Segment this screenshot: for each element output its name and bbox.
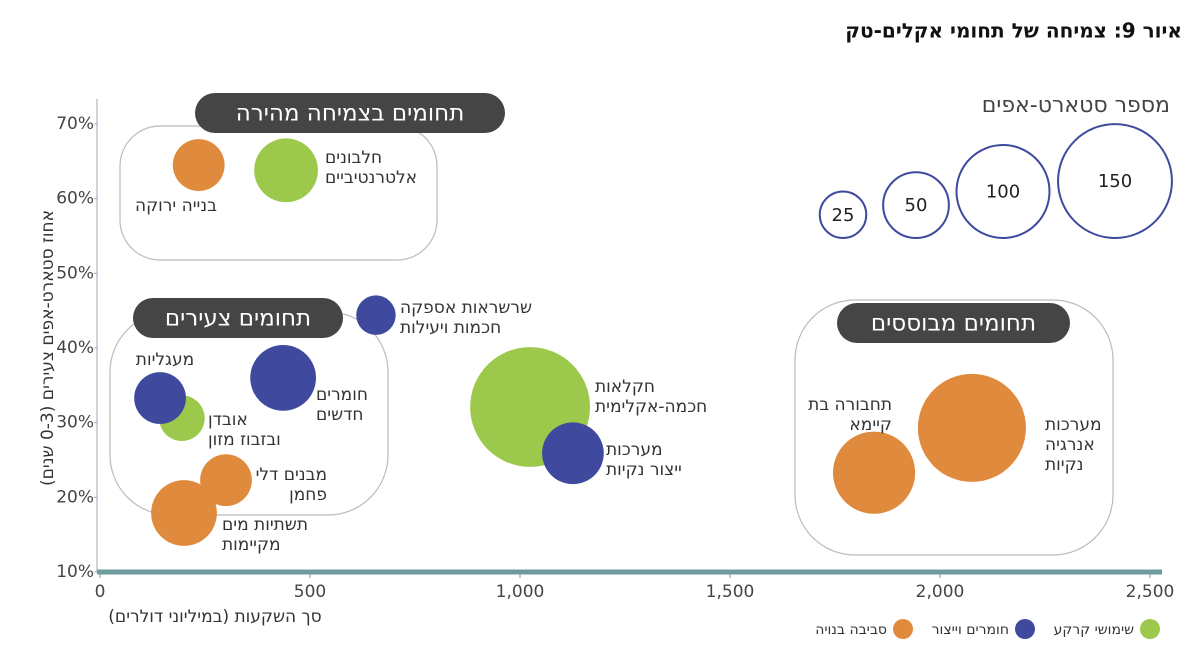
x-tick-label: 500 (294, 582, 326, 602)
bubble-label: תחבורה בת (808, 395, 892, 415)
bubble-label: חכמות ויעילות (400, 318, 501, 338)
bubble-label: אובדן (208, 410, 248, 430)
legend-marker (1015, 619, 1035, 639)
y-tick-label: 70% (56, 114, 94, 134)
bubble-label: מעגליות (136, 350, 194, 370)
bubble (917, 373, 1026, 482)
y-tick-label: 10% (56, 562, 94, 582)
bubble-label: מקיימות (222, 535, 281, 555)
y-tick-label: 50% (56, 263, 94, 283)
bubble-label: בנייה ירוקה (135, 196, 217, 216)
bubble (356, 295, 396, 335)
x-axis-label: סך השקעות (במיליוני דולרים) (108, 607, 321, 627)
group-label: תחומים מבוססים (871, 311, 1036, 337)
group-pill (195, 93, 505, 133)
x-tick-label: 2,500 (1126, 582, 1175, 602)
bubble-label: קיימא (849, 415, 892, 435)
bubble (134, 372, 186, 424)
bubble-label: חדשים (316, 405, 364, 425)
bubble-label: חקלאות (595, 377, 655, 397)
size-legend-circle (882, 171, 950, 240)
y-tick-label: 60% (56, 189, 94, 209)
legend-label: חומרים וייצור (932, 622, 1009, 638)
bubble-label: חלבונים (325, 148, 382, 168)
legend-label: סביבה בנויה (815, 622, 887, 638)
bubble (832, 431, 916, 514)
bubble-label: שרשראות אספקה (400, 298, 532, 318)
size-legend-label: 150 (1098, 171, 1132, 192)
bubble-label: ובזבוז מזון (208, 430, 281, 450)
y-tick-label: 30% (56, 413, 94, 433)
bubble-label: נקיות (1045, 455, 1083, 475)
bubble-label: פחמן (289, 485, 327, 505)
size-legend-label: 100 (986, 182, 1020, 203)
size-legend-label: 50 (905, 195, 928, 216)
chart-title: איור 9: צמיחה של תחומי אקלים-טק (845, 19, 1182, 43)
y-tick-label: 40% (56, 338, 94, 358)
bubble (254, 138, 318, 203)
size-legend-circle (955, 144, 1051, 239)
bubble-label: חומרים (316, 385, 368, 405)
y-axis-label: אחוז סטארט-אפים צעירים (0-3 שנים) (38, 210, 58, 486)
bubble-label: מערכות (1045, 415, 1102, 435)
size-legend-circle (1057, 123, 1173, 239)
bubble-label: אנרגיה (1045, 435, 1095, 455)
bubble (172, 139, 225, 191)
bubble (542, 422, 604, 485)
bubble-label: תשתיות מים (222, 515, 308, 535)
bubble-label: חכמה-אקלימית (595, 397, 707, 417)
legend-label: שימושי קרקע (1054, 622, 1134, 638)
bubble-label: מערכות (606, 440, 663, 460)
size-legend-title: מספר סטארט-אפים (982, 93, 1170, 118)
x-tick-label: 2,000 (916, 582, 965, 602)
bubble (250, 344, 317, 411)
group-pill (837, 303, 1070, 343)
bubble-label: אלטרנטיביים (325, 168, 417, 188)
group-box (794, 299, 1114, 556)
x-tick-label: 1,000 (496, 582, 545, 602)
bubble-label: ייצור נקיות (606, 460, 682, 480)
legend-marker (1140, 619, 1160, 639)
bubble (200, 454, 252, 507)
y-tick-label: 20% (56, 487, 94, 507)
bubble-label: מבנים דלי (256, 465, 327, 485)
size-legend-circle (818, 190, 868, 239)
x-tick-label: 0 (95, 582, 106, 602)
size-legend-label: 25 (832, 205, 855, 226)
group-label: תחומים צעירים (165, 306, 311, 332)
group-label: תחומים בצמיחה מהירה (236, 101, 465, 127)
legend-marker (893, 619, 913, 639)
bubble (151, 480, 217, 546)
x-tick-label: 1,500 (706, 582, 755, 602)
group-pill (133, 298, 343, 338)
